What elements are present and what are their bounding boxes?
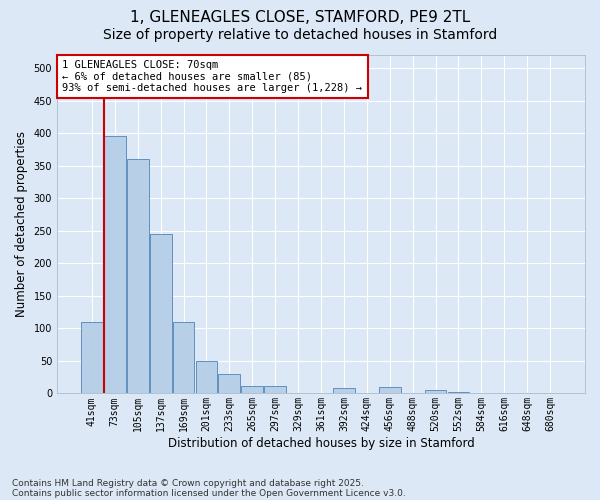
Bar [150,234,172,394]
Text: 1 GLENEAGLES CLOSE: 70sqm
← 6% of detached houses are smaller (85)
93% of semi-d: 1 GLENEAGLES CLOSE: 70sqm ← 6% of detach… [62,60,362,94]
X-axis label: Distribution of detached houses by size in Stamford: Distribution of detached houses by size … [167,437,475,450]
Bar [173,322,194,394]
Text: Size of property relative to detached houses in Stamford: Size of property relative to detached ho… [103,28,497,42]
Bar [265,386,286,394]
Bar [379,387,401,394]
Bar [241,386,263,394]
Text: Contains HM Land Registry data © Crown copyright and database right 2025.: Contains HM Land Registry data © Crown c… [12,478,364,488]
Bar [104,136,126,394]
Bar [448,392,469,394]
Bar [539,393,561,394]
Bar [127,159,149,394]
Bar [218,374,240,394]
Bar [196,361,217,394]
Text: Contains public sector information licensed under the Open Government Licence v3: Contains public sector information licen… [12,488,406,498]
Y-axis label: Number of detached properties: Number of detached properties [15,131,28,317]
Bar [425,390,446,394]
Bar [81,322,103,394]
Bar [333,388,355,394]
Text: 1, GLENEAGLES CLOSE, STAMFORD, PE9 2TL: 1, GLENEAGLES CLOSE, STAMFORD, PE9 2TL [130,10,470,25]
